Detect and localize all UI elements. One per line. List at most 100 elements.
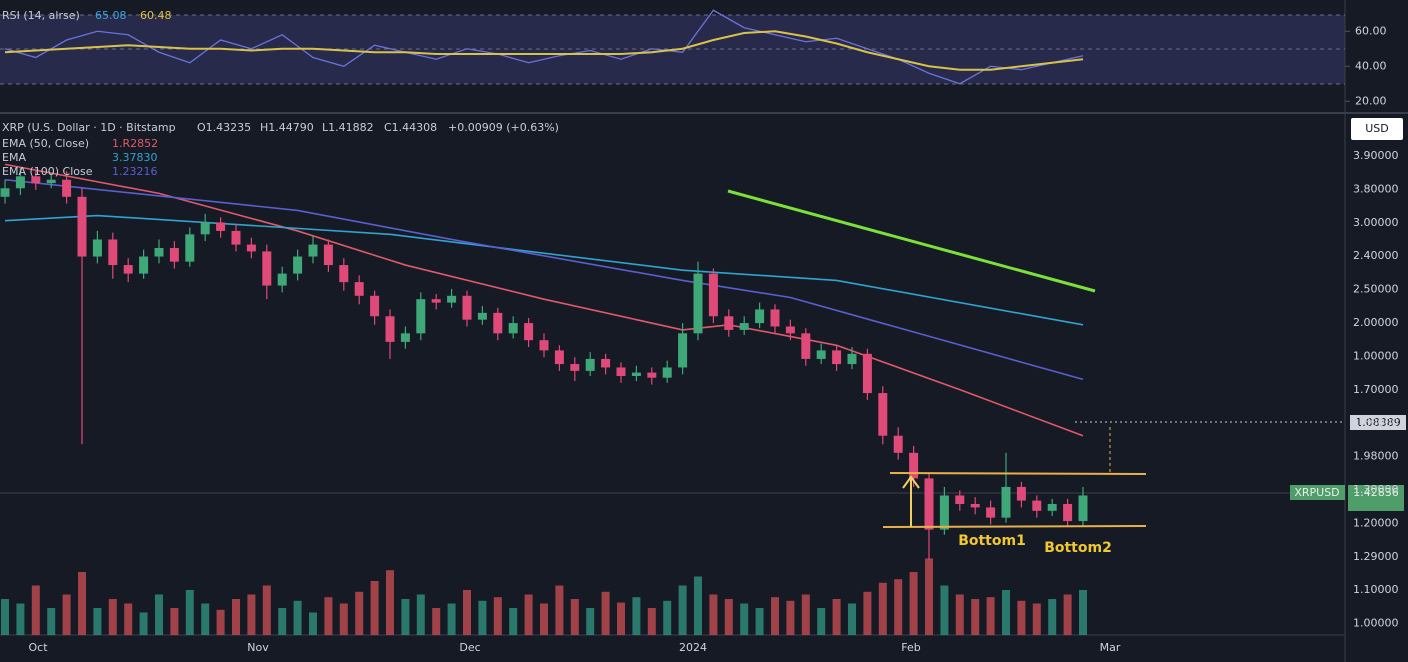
volume-bar <box>925 558 933 635</box>
volume-bar <box>478 600 487 635</box>
volume-bar <box>108 599 117 635</box>
currency-box[interactable] <box>1351 118 1403 140</box>
candle-body <box>647 372 657 378</box>
annotation: Bottom1 <box>958 533 1026 549</box>
candle-body <box>939 495 949 530</box>
range-top <box>889 472 1147 475</box>
volume-bar <box>493 597 502 635</box>
target-tag-box <box>1350 415 1406 430</box>
volume-bar <box>971 599 980 635</box>
candle-body <box>570 364 580 371</box>
ohlc-close: C1.44308 <box>384 121 437 134</box>
month-label: 2024 <box>679 641 707 654</box>
candle-body <box>139 256 149 274</box>
symbol-tag: XRPUSD <box>1294 486 1339 499</box>
candle-body <box>308 244 318 257</box>
volume-bar <box>678 585 687 635</box>
volume-bar <box>124 603 133 635</box>
volume-bar <box>709 594 718 635</box>
candle-body <box>339 265 349 283</box>
volume-bar <box>986 597 995 635</box>
volume-bar <box>31 585 40 635</box>
volume-bar <box>93 608 102 635</box>
candle-body <box>200 222 210 235</box>
volume-bar <box>540 603 548 635</box>
price-label: 1.00000 <box>1353 349 1399 362</box>
arrow-head <box>902 475 920 489</box>
price-label: 1.29000 <box>1353 550 1399 563</box>
volume-bar <box>663 600 672 635</box>
volume-bar <box>339 603 348 635</box>
ema-line <box>4 178 1084 381</box>
candle-body <box>169 248 179 262</box>
candle-body <box>708 273 718 317</box>
volume-bar <box>909 572 918 635</box>
volume-bar <box>278 608 287 635</box>
month-label: Dec <box>459 641 480 654</box>
rsi-tick-label: 20.00 <box>1355 94 1387 107</box>
currency[interactable]: USD <box>1365 122 1389 135</box>
candle-body <box>31 176 41 184</box>
candle-body <box>693 273 703 334</box>
candle-body <box>15 176 25 189</box>
volume-bar <box>724 599 733 635</box>
candle-body <box>862 353 872 394</box>
volume-bar <box>878 582 887 635</box>
candle-body <box>955 495 965 504</box>
candle-body <box>370 295 380 317</box>
volume-bar <box>801 594 810 635</box>
candle-body <box>847 353 857 365</box>
candle-body <box>893 435 903 453</box>
month-label: Mar <box>1100 641 1121 654</box>
month-label: Feb <box>901 641 920 654</box>
price-label: 1.98000 <box>1353 450 1399 463</box>
candle-body <box>416 299 426 334</box>
candle-body <box>400 333 410 342</box>
symbol-title: XRP (U.S. Dollar · 1D · Bitstamp <box>2 121 176 134</box>
ema-value: 3.37830 <box>112 151 158 164</box>
month-label: Oct <box>28 641 48 654</box>
candle-body <box>1047 504 1057 511</box>
candle-body <box>631 372 641 376</box>
volume-bar <box>955 594 964 635</box>
candle-body <box>277 273 287 286</box>
volume-bar <box>817 608 826 635</box>
volume-bar <box>1063 594 1072 635</box>
ohlc-change: +0.00909 (+0.63%) <box>448 121 559 134</box>
ema-value: 1.23216 <box>112 165 158 178</box>
volume-bar <box>832 599 841 635</box>
candle-body <box>323 244 333 266</box>
trendline <box>727 189 1096 293</box>
candle-body <box>524 323 534 341</box>
volume-bar <box>617 602 625 635</box>
rsi-tick-label: 60.00 <box>1355 24 1387 37</box>
candle-body <box>262 251 272 286</box>
price-label: 2.40000 <box>1353 249 1399 262</box>
candle-body <box>46 179 56 184</box>
volume-bar <box>185 590 194 635</box>
volume-bar <box>1048 599 1057 635</box>
last-tag-box <box>1348 485 1404 511</box>
volume-bar <box>755 608 764 635</box>
candle-body <box>493 312 503 334</box>
candle-body <box>477 312 487 320</box>
candle-body <box>724 316 734 330</box>
volume-bar <box>247 594 256 635</box>
volume-bar <box>740 603 749 635</box>
volume-bar <box>262 585 271 635</box>
price-label: 2.50000 <box>1353 283 1399 296</box>
price-label: 1.70000 <box>1353 383 1399 396</box>
volume-bar <box>201 603 210 635</box>
volume-bar <box>1002 590 1010 635</box>
candle-body <box>601 358 611 368</box>
candle-body <box>62 179 72 197</box>
volume-bar <box>355 591 364 635</box>
candle-body <box>447 295 457 303</box>
rsi-tick-label: 40.00 <box>1355 59 1387 72</box>
volume-bar <box>848 603 856 635</box>
candle-body <box>970 504 980 508</box>
candle-body <box>662 367 672 378</box>
candle-body <box>293 256 303 274</box>
candle-body <box>801 333 811 359</box>
